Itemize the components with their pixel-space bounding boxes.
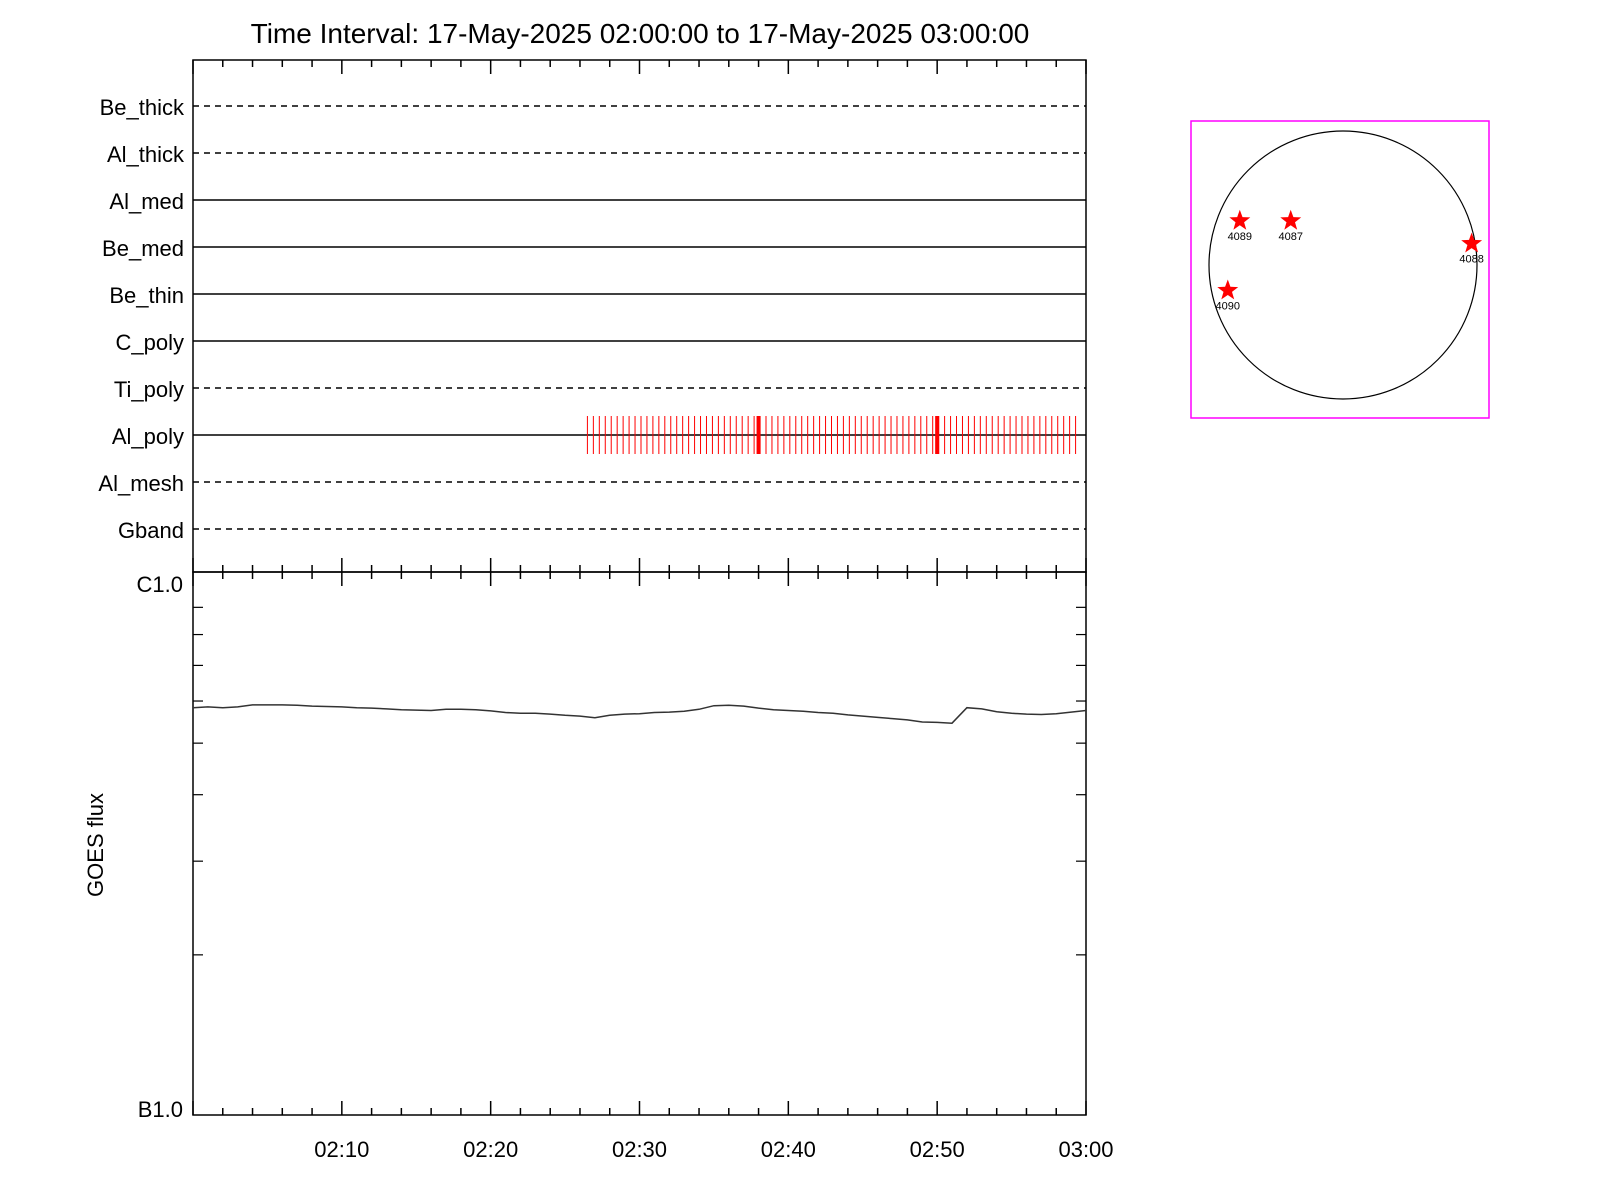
active-regions: 4089 4087 4088 4090 [1216,209,1484,312]
chart-title: Time Interval: 17-May-2025 02:00:00 to 1… [251,18,1030,49]
row-label-al-mesh: Al_mesh [98,471,184,496]
goes-panel: C1.0 B1.0 GOES flux 02:10 02:20 02:30 02:40… [83,571,1114,1162]
row-label-ti-poly: Ti_poly [114,377,184,402]
goes-flux-line [192,704,1087,724]
solar-disk-panel: 4089 4087 4088 4090 [1190,120,1490,419]
row-label-be-thin: Be_thin [109,283,184,308]
star-marker-4090 [1217,279,1239,300]
goes-frame [192,571,1087,1116]
row-label-al-poly: Al_poly [112,424,184,449]
timeline-panel: Be_thick Al_thick Al_med Be_med Be_thin C_pol… [98,59,1087,586]
row-label-c-poly: C_poly [116,330,184,355]
row-label-al-med: Al_med [109,189,184,214]
row-label-al-thick: Al_thick [107,142,185,167]
x-tick-label: 02:50 [910,1137,965,1162]
x-tick-label: 02:40 [761,1137,816,1162]
row-label-gband: Gband [118,518,184,543]
region-label-4089: 4089 [1228,231,1252,243]
region-label-4090: 4090 [1216,300,1240,312]
row-label-be-med: Be_med [102,236,184,261]
region-label-4088: 4088 [1459,254,1483,266]
row-label-be-thick: Be_thick [100,95,185,120]
observation-marks [586,416,1077,454]
region-label-4087: 4087 [1278,231,1302,243]
star-marker-4088 [1461,232,1483,253]
x-tick-label: 03:00 [1058,1137,1113,1162]
y-axis-label: GOES flux [83,793,108,897]
x-tick-label: 02:30 [612,1137,667,1162]
goes-ticks [192,606,1087,1115]
x-tick-label: 02:10 [314,1137,369,1162]
star-marker-4089 [1229,209,1251,230]
timeline-ticks [192,60,1087,586]
solar-disk [1208,130,1478,400]
timeline-rows: Be_thick Al_thick Al_med Be_med Be_thin C_pol… [98,95,1086,543]
disk-frame [1190,120,1490,419]
x-tick-labels: 02:10 02:20 02:30 02:40 02:50 03:00 [314,1137,1113,1162]
star-marker-4087 [1280,209,1302,230]
timeline-frame [192,59,1087,573]
y-tick-label-b1: B1.0 [138,1097,183,1122]
x-tick-label: 02:20 [463,1137,518,1162]
y-tick-label-c1: C1.0 [137,572,183,597]
